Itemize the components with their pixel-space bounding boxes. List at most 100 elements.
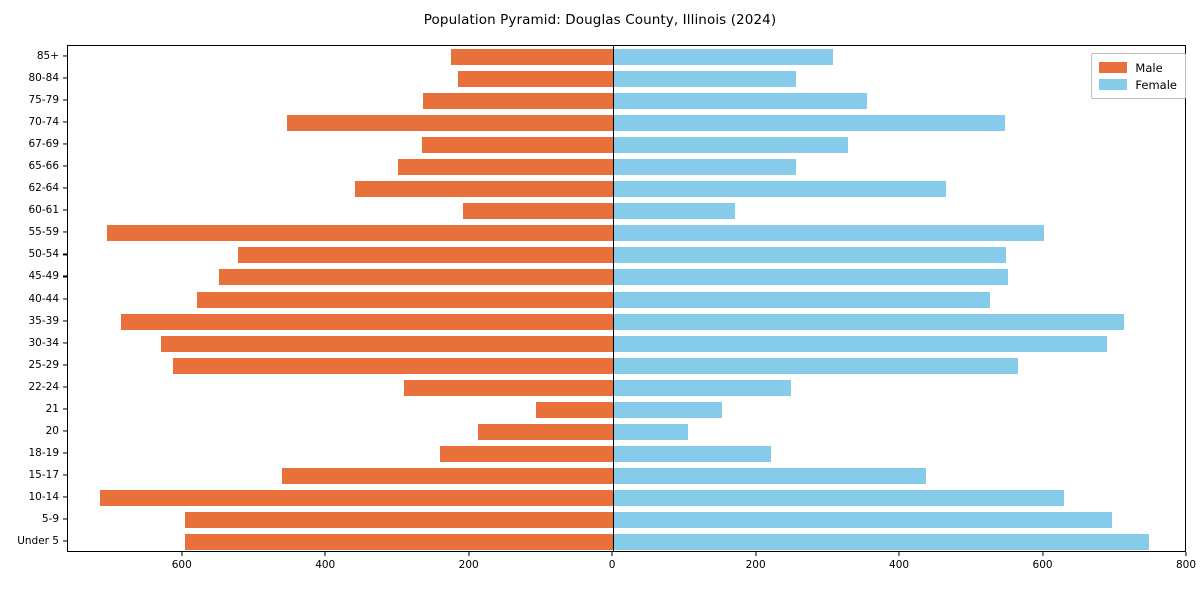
- y-tick-mark: [63, 386, 67, 388]
- bar-male-50-54: [238, 247, 614, 264]
- y-tick-label: 22-24: [28, 380, 59, 393]
- x-tick-mark: [755, 552, 757, 556]
- x-tick-mark: [898, 552, 900, 556]
- bar-male-55-59: [106, 225, 614, 242]
- x-tick-label: 800: [1175, 559, 1197, 571]
- y-tick-label: 50-54: [28, 248, 59, 261]
- y-tick-mark: [63, 430, 67, 432]
- bar-male-25-29: [172, 357, 614, 374]
- x-tick-label: 0: [608, 559, 616, 571]
- bar-female-20: [613, 423, 689, 440]
- bar-male-65-66: [397, 159, 614, 176]
- x-tick-label: 400: [889, 559, 910, 571]
- bar-female-55-59: [613, 225, 1044, 242]
- y-tick-mark: [63, 77, 67, 79]
- bar-female-62-64: [613, 181, 946, 198]
- bar-male-21: [535, 401, 614, 418]
- legend-item-female[interactable]: Female: [1099, 76, 1177, 93]
- bar-male-20: [477, 423, 614, 440]
- y-tick-mark: [63, 319, 67, 322]
- zero-axis-line: [613, 46, 615, 551]
- y-tick-mark: [63, 297, 67, 300]
- y-tick-label: 70-74: [28, 116, 59, 129]
- bar-female-75-79: [613, 93, 868, 110]
- bar-female-45-49: [613, 269, 1009, 286]
- x-tick-label: 400: [315, 559, 336, 571]
- y-tick-label: 62-64: [28, 182, 59, 195]
- y-tick-mark: [63, 496, 67, 498]
- bar-male-40-44: [197, 291, 614, 308]
- y-tick-mark: [63, 55, 67, 57]
- y-tick-label: 75-79: [28, 94, 59, 107]
- x-tick-mark: [611, 552, 613, 556]
- x-tick-mark: [468, 552, 470, 556]
- bar-female-70-74: [613, 115, 1005, 132]
- y-tick-mark: [63, 99, 67, 101]
- x-tick-label: 200: [458, 559, 479, 571]
- bar-male-5-9: [184, 511, 614, 528]
- bar-male-30-34: [160, 335, 614, 352]
- x-tick-label: 600: [171, 559, 192, 571]
- y-tick-mark: [63, 253, 67, 255]
- bar-male-62-64: [354, 181, 614, 198]
- y-tick-label: Under 5: [17, 534, 59, 547]
- bar-male-45-49: [218, 269, 614, 286]
- x-tick-label: 200: [745, 559, 766, 571]
- y-tick-label: 35-39: [28, 314, 59, 327]
- chart-title: Population Pyramid: Douglas County, Illi…: [423, 12, 777, 28]
- x-axis: 600 400 200 0 200 400 600 800: [67, 552, 1196, 592]
- bar-female-5-9: [613, 511, 1112, 528]
- bar-male-67-69: [421, 137, 614, 154]
- y-tick-mark: [63, 518, 67, 520]
- y-tick-mark: [63, 165, 67, 167]
- y-tick-mark: [63, 342, 67, 344]
- y-tick-mark: [63, 143, 67, 145]
- y-tick-label: 5-9: [41, 512, 59, 525]
- bar-male-18-19: [439, 445, 614, 462]
- y-tick-mark: [63, 121, 67, 123]
- bar-female-67-69: [613, 137, 849, 154]
- y-axis: 85+ 80-84 75-79 70-74 67-69 65-66 62-64 60-61 55…: [0, 45, 67, 552]
- bar-male-35-39: [121, 313, 614, 330]
- y-tick-label: 20: [45, 424, 59, 437]
- bar-female-60-61: [613, 203, 736, 220]
- y-tick-label: 80-84: [28, 72, 59, 85]
- bar-male-under-5: [184, 533, 614, 550]
- y-tick-label: 30-34: [28, 336, 59, 349]
- y-tick-label: 25-29: [28, 358, 59, 371]
- chart-legend: Male Female: [1091, 53, 1186, 99]
- x-tick-mark: [1041, 552, 1044, 556]
- y-tick-mark: [63, 474, 67, 476]
- bar-male-75-79: [423, 93, 614, 110]
- legend-item-male[interactable]: Male: [1099, 59, 1177, 76]
- y-tick-label: 10-14: [28, 490, 59, 503]
- bar-female-22-24: [613, 379, 792, 396]
- bar-male-60-61: [463, 203, 614, 220]
- bar-female-25-29: [613, 357, 1018, 374]
- y-tick-label: 18-19: [28, 446, 59, 459]
- plot-area: [67, 45, 1186, 552]
- bar-male-15-17: [282, 467, 614, 484]
- bar-male-85-: [451, 49, 614, 66]
- y-tick-label: 55-59: [28, 226, 59, 239]
- bar-female-21: [613, 401, 723, 418]
- bar-female-30-34: [613, 335, 1108, 352]
- legend-label-female: Female: [1135, 77, 1177, 92]
- y-tick-mark: [63, 231, 67, 233]
- bar-female-18-19: [613, 445, 771, 462]
- bar-female-50-54: [613, 247, 1007, 264]
- y-tick-label: 65-66: [28, 160, 59, 173]
- x-tick-mark: [324, 552, 326, 556]
- y-tick-label: 45-49: [28, 270, 59, 283]
- x-tick-mark: [181, 552, 183, 556]
- bar-female-under-5: [613, 533, 1149, 550]
- y-tick-label: 85+: [36, 50, 59, 63]
- y-tick-mark: [63, 540, 67, 542]
- bar-male-22-24: [403, 379, 614, 396]
- bar-female-35-39: [613, 313, 1124, 330]
- y-tick-mark: [63, 275, 67, 277]
- bar-female-65-66: [613, 159, 797, 176]
- bar-female-10-14: [613, 489, 1065, 506]
- y-tick-label: 15-17: [28, 468, 59, 481]
